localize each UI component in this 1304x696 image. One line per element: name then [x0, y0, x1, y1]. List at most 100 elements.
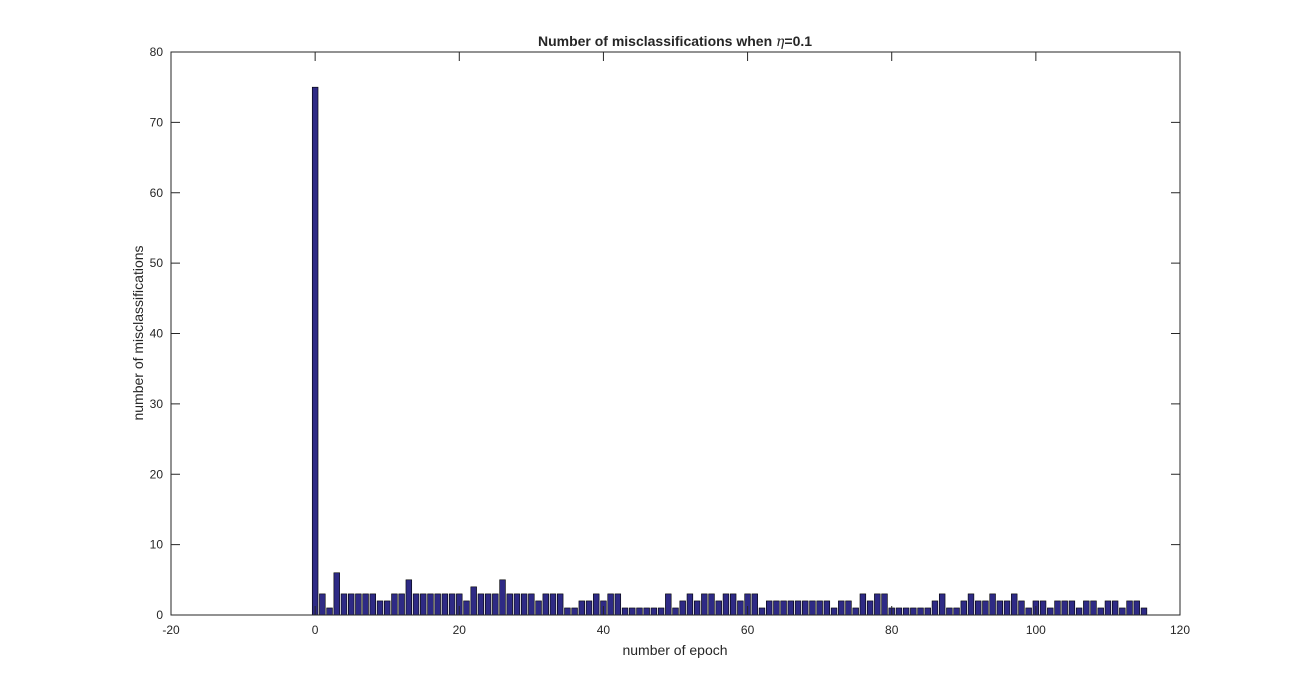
bar [672, 607, 679, 616]
bar [924, 607, 931, 616]
bar [484, 593, 492, 616]
bar [802, 600, 809, 616]
bar [881, 593, 888, 616]
bar [1039, 600, 1047, 616]
title-symbol: η [776, 34, 785, 50]
bar [715, 600, 722, 616]
y-tick-label: 70 [150, 115, 164, 129]
y-tick-label: 60 [150, 186, 164, 200]
bar [766, 600, 773, 616]
bar [866, 600, 874, 616]
bar [434, 593, 441, 616]
bar [758, 607, 766, 616]
bar [722, 593, 730, 616]
x-axis-ticks: -20 0 20 40 60 80 100 120 [162, 52, 1190, 637]
bar [1083, 600, 1090, 616]
bar [787, 600, 794, 616]
x-tick-label: 100 [1026, 623, 1046, 637]
bar [960, 600, 967, 616]
bar [982, 600, 989, 616]
bar [1075, 607, 1083, 616]
x-tick-label: 0 [312, 623, 319, 637]
bar [535, 600, 542, 616]
bar [953, 607, 960, 616]
bar [946, 607, 953, 616]
bar [564, 607, 571, 616]
x-tick-label: 120 [1170, 623, 1190, 637]
bar [737, 600, 744, 616]
bar [1119, 607, 1126, 616]
bar [520, 593, 528, 616]
bar [441, 593, 449, 616]
bar [477, 593, 485, 616]
bar [636, 607, 643, 616]
bar [412, 593, 420, 616]
bar [1126, 600, 1133, 616]
bar [492, 593, 499, 616]
bar [556, 593, 564, 616]
x-tick-label: -20 [162, 623, 180, 637]
bar [463, 600, 470, 616]
bar [384, 600, 391, 616]
bar [780, 600, 787, 616]
bar [902, 607, 910, 616]
bar [398, 593, 405, 616]
bar [708, 593, 715, 616]
bar [355, 593, 362, 616]
x-axis-label: number of epoch [622, 642, 727, 658]
y-tick-label: 50 [150, 256, 164, 270]
bar [340, 593, 348, 616]
plot-area [171, 52, 1180, 615]
bars-group [311, 86, 1148, 616]
bar [816, 600, 823, 616]
x-tick-label: 40 [597, 623, 611, 637]
y-axis-label: number of misclassifications [130, 245, 146, 420]
title-prefix: Number of misclassifications when [538, 33, 776, 49]
bar [448, 593, 456, 616]
bar [549, 593, 557, 616]
bar [1090, 600, 1097, 616]
bar [1047, 607, 1054, 616]
bar [1068, 600, 1076, 616]
bar [621, 607, 629, 616]
chart-title: Number of misclassifications when η=0.1 [538, 33, 812, 50]
bar [326, 607, 333, 616]
bar [917, 607, 924, 616]
bar [938, 593, 946, 616]
bar [989, 593, 996, 616]
bar [506, 593, 513, 616]
x-tick-label: 20 [453, 623, 467, 637]
bar [996, 600, 1004, 616]
y-tick-label: 40 [150, 327, 164, 341]
bar [859, 593, 867, 616]
title-suffix: =0.1 [784, 33, 812, 49]
y-tick-label: 10 [150, 538, 164, 552]
bar [1104, 600, 1112, 616]
bar [629, 607, 636, 616]
bar [593, 593, 600, 616]
bar [751, 593, 758, 616]
bar [578, 600, 585, 616]
bar [470, 586, 477, 616]
bar [542, 593, 549, 616]
bar [975, 600, 982, 616]
bar [650, 607, 658, 616]
bar [585, 600, 593, 616]
bar [1061, 600, 1068, 616]
x-tick-label: 80 [885, 623, 899, 637]
bar [311, 86, 319, 616]
y-tick-label: 80 [150, 45, 164, 59]
y-tick-label: 0 [156, 608, 163, 622]
bar [607, 593, 614, 616]
bar [657, 607, 665, 616]
bar [729, 593, 737, 616]
bar [405, 579, 413, 616]
bar [895, 607, 903, 616]
bar [369, 593, 376, 616]
x-tick-label: 60 [741, 623, 755, 637]
bar [931, 600, 939, 616]
bar [845, 600, 852, 616]
bar [1011, 593, 1018, 616]
